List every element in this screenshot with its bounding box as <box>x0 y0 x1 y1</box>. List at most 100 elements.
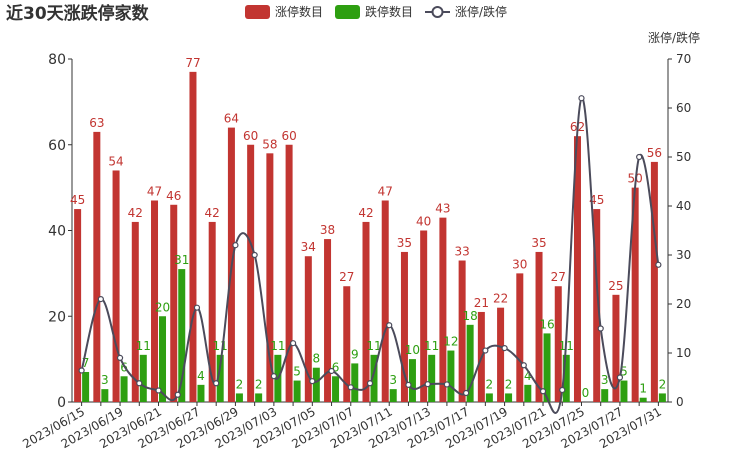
value-label: 7 <box>82 356 90 370</box>
bar <box>650 161 658 402</box>
bar <box>93 131 101 402</box>
line-point <box>616 374 624 381</box>
bar <box>235 393 243 402</box>
line-point <box>539 388 547 395</box>
bar <box>535 251 543 402</box>
y-tick-label: 40 <box>48 224 66 240</box>
value-label: 64 <box>224 112 239 126</box>
value-label: 47 <box>147 184 162 198</box>
line-point <box>636 153 643 161</box>
line-point <box>155 387 162 394</box>
bar <box>573 136 581 403</box>
line-point <box>328 367 335 375</box>
value-label: 60 <box>281 129 296 143</box>
value-label: 63 <box>89 116 104 130</box>
value-label: 2 <box>255 377 263 391</box>
value-label: 11 <box>270 339 285 353</box>
value-label: 11 <box>136 339 151 353</box>
value-label: 42 <box>358 206 373 220</box>
line-point <box>578 95 585 102</box>
line-point <box>174 391 181 398</box>
value-label: 54 <box>108 154 123 168</box>
value-label: 21 <box>474 296 489 310</box>
value-label: 27 <box>551 270 566 284</box>
line-point <box>193 304 201 311</box>
value-label: 0 <box>582 386 590 400</box>
bar <box>420 230 428 402</box>
line-point <box>136 380 143 387</box>
bar <box>612 294 620 402</box>
bar <box>332 376 340 402</box>
y2-tick-label: 40 <box>676 199 691 213</box>
value-label: 33 <box>454 245 469 259</box>
value-label: 1 <box>639 382 647 396</box>
value-label: 5 <box>293 365 301 379</box>
line-point <box>386 322 393 329</box>
value-label: 31 <box>174 253 189 267</box>
bar <box>516 273 524 402</box>
value-label: 42 <box>205 206 220 220</box>
line-point <box>309 378 316 385</box>
legend-label: 涨停数目 <box>275 4 323 19</box>
value-label: 27 <box>339 270 354 284</box>
value-label: 38 <box>320 223 335 237</box>
legend-label: 跌停数目 <box>365 4 413 19</box>
bar <box>381 200 389 402</box>
bar <box>216 354 224 402</box>
y2-tick-label: 50 <box>676 150 691 164</box>
value-label: 6 <box>332 360 340 374</box>
y2-tick-label: 70 <box>676 52 691 66</box>
bar <box>120 376 128 402</box>
value-label: 2 <box>659 377 667 391</box>
legend-swatch <box>335 5 360 19</box>
line-point <box>366 380 374 387</box>
value-label: 4 <box>197 369 205 383</box>
bar <box>620 380 628 402</box>
bar <box>428 354 436 402</box>
line-point <box>655 261 662 268</box>
bar <box>189 71 197 403</box>
bar <box>82 371 90 402</box>
value-label: 11 <box>366 339 381 353</box>
bar <box>131 221 139 402</box>
bar <box>658 393 666 402</box>
value-label: 16 <box>539 317 554 331</box>
value-label: 2 <box>505 377 513 391</box>
line-point <box>116 354 124 361</box>
bar <box>74 209 82 402</box>
value-label: 47 <box>378 184 393 198</box>
bar <box>139 354 147 402</box>
value-label: 58 <box>262 137 277 151</box>
value-label: 18 <box>462 309 477 323</box>
y-tick-label: 60 <box>48 138 66 154</box>
value-label: 35 <box>397 236 412 250</box>
line-point <box>501 345 508 352</box>
bar <box>362 221 370 402</box>
line-point <box>424 381 431 388</box>
legend-swatch <box>431 6 444 18</box>
bar <box>562 354 570 402</box>
y2-tick-label: 0 <box>676 395 684 409</box>
bar <box>439 217 447 402</box>
line-point <box>597 325 604 332</box>
bar <box>389 389 397 402</box>
value-label: 11 <box>424 339 439 353</box>
value-label: 40 <box>416 215 431 229</box>
bar <box>255 393 263 402</box>
value-label: 2 <box>486 377 494 391</box>
line-point <box>405 381 412 388</box>
bar <box>208 221 216 402</box>
value-label: 43 <box>435 202 450 216</box>
value-label: 46 <box>166 189 181 203</box>
line-point <box>97 296 104 303</box>
value-label: 3 <box>101 373 109 387</box>
y-tick-label: 0 <box>57 395 66 411</box>
y-tick-label: 20 <box>48 309 66 325</box>
bar <box>324 239 332 402</box>
bar <box>247 144 255 402</box>
line-point <box>251 251 258 259</box>
line-point <box>443 381 451 388</box>
value-label: 9 <box>351 347 359 361</box>
value-label: 5 <box>620 365 628 379</box>
